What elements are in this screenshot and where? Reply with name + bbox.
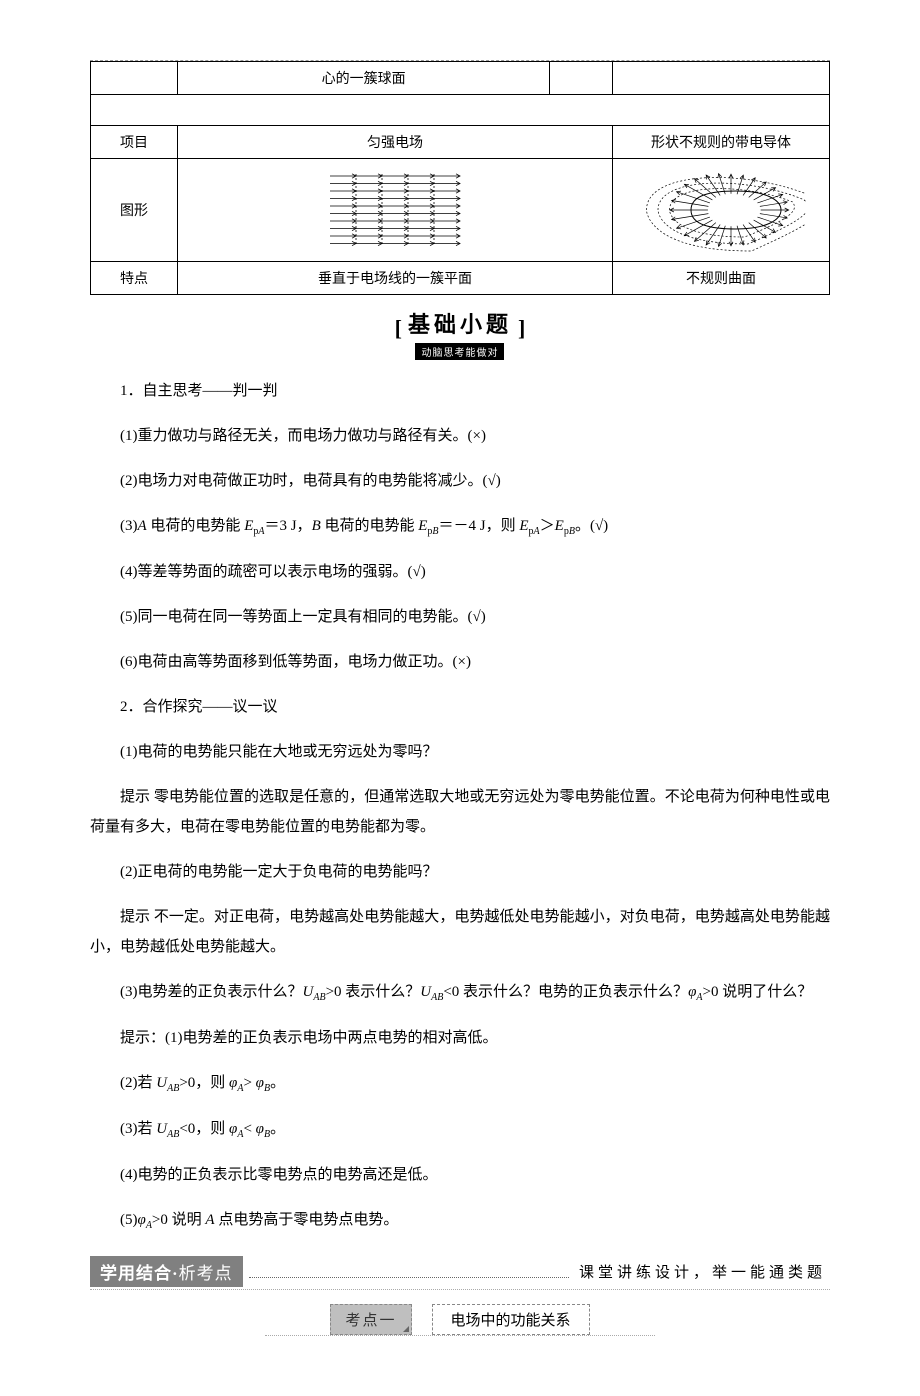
row-label-feature: 特点	[91, 262, 178, 295]
q2-p1: (1)电荷的电势能只能在大地或无穷远处为零吗？	[90, 737, 830, 767]
feature-uniform: 垂直于电场线的一簇平面	[178, 262, 613, 295]
bracket-left: [	[395, 315, 402, 340]
topic-under-rule	[265, 1335, 655, 1336]
q2-p2-answer: 提示 不一定。对正电荷，电势越高处电势能越大，电势越低处电势能越小，对负电荷，电…	[90, 902, 830, 962]
q2-p3a: 提示：(1)电势差的正负表示电场中两点电势的相对高低。	[90, 1023, 830, 1053]
bracket-right: ]	[518, 315, 525, 340]
irregular-conductor-svg	[636, 165, 806, 255]
header-uniform: 匀强电场	[178, 126, 613, 159]
cell-prev-continued: 心的一簇球面	[178, 62, 550, 95]
feature-irregular: 不规则曲面	[613, 262, 830, 295]
topic-number-box: 考点一	[330, 1304, 411, 1335]
topic-number: 考点一	[345, 1313, 396, 1329]
q1-item: (3)A 电荷的电势能 EpA＝3 J，B 电荷的电势能 EpB＝－4 J，则 …	[90, 511, 830, 542]
table-row-headers: 项目 匀强电场 形状不规则的带电导体	[91, 126, 830, 159]
corner-triangle-icon	[403, 1326, 409, 1332]
q2-p3c: (3)若 UAB<0，则 φA< φB。	[90, 1114, 830, 1145]
footer-dotted-rule	[249, 1265, 569, 1278]
equipotential-table: 心的一簇球面 项目 匀强电场 形状不规则的带电导体 图形 特点 垂直于电场线的一…	[90, 61, 830, 295]
body-content: 1．自主思考——判一判 (1)重力做功与路径无关，而电场力做功与路径有关。(×)…	[90, 376, 830, 1236]
table-row-figures: 图形	[91, 159, 830, 262]
header-irregular: 形状不规则的带电导体	[613, 126, 830, 159]
q2-p3: (3)电势差的正负表示什么？UAB>0 表示什么？UAB<0 表示什么？电势的正…	[90, 977, 830, 1008]
cell-empty	[613, 62, 830, 95]
table-row-features: 特点 垂直于电场线的一簇平面 不规则曲面	[91, 262, 830, 295]
cell-spacer	[91, 95, 830, 126]
footer-under-rule	[90, 1289, 830, 1290]
badge-subtitle: 动脑思考能做对	[415, 343, 504, 360]
uniform-field-svg	[320, 170, 470, 250]
q1-item: (4)等差等势面的疏密可以表示电场的强弱。(√)	[90, 557, 830, 587]
q1-item: (2)电场力对电荷做正功时，电荷具有的电势能将减少。(√)	[90, 466, 830, 496]
section-badge: [基础小题] 动脑思考能做对	[90, 307, 830, 361]
section-footer-bar: 学用结合·析考点 课堂讲练设计，举一能通类题	[90, 1256, 830, 1287]
table-row	[91, 95, 830, 126]
topic-row: 考点一 电场中的功能关系	[90, 1304, 830, 1335]
row-label-figure: 图形	[91, 159, 178, 262]
cell-empty	[550, 62, 613, 95]
q1-item: (5)同一电荷在同一等势面上一定具有相同的电势能。(√)	[90, 602, 830, 632]
footer-left-label: 学用结合·析考点	[90, 1256, 243, 1287]
header-item: 项目	[91, 126, 178, 159]
badge-title: 基础小题	[402, 310, 518, 339]
q1-item: (6)电荷由高等势面移到低等势面，电场力做正功。(×)	[90, 647, 830, 677]
q2-title: 2．合作探究——议一议	[90, 692, 830, 722]
figure-irregular-conductor	[613, 159, 830, 262]
q2-p3b: (2)若 UAB>0，则 φA> φB。	[90, 1068, 830, 1099]
topic-title-box: 电场中的功能关系	[432, 1304, 590, 1335]
q2-p3e: (5)φA>0 说明 A 点电势高于零电势点电势。	[90, 1205, 830, 1236]
q2-p1-answer: 提示 零电势能位置的选取是任意的，但通常选取大地或无穷远处为零电势能位置。不论电…	[90, 782, 830, 842]
q2-p2: (2)正电荷的电势能一定大于负电荷的电势能吗？	[90, 857, 830, 887]
footer-right-label: 课堂讲练设计，举一能通类题	[575, 1259, 830, 1284]
q2-p3d: (4)电势的正负表示比零电势点的电势高还是低。	[90, 1160, 830, 1190]
q1-title: 1．自主思考——判一判	[90, 376, 830, 406]
table-row: 心的一簇球面	[91, 62, 830, 95]
q1-item: (1)重力做功与路径无关，而电场力做功与路径有关。(×)	[90, 421, 830, 451]
figure-uniform-field	[178, 159, 613, 262]
cell-empty	[91, 62, 178, 95]
footer-left-b: 析考点	[179, 1264, 233, 1283]
footer-left-a: 学用结合·	[100, 1264, 179, 1283]
